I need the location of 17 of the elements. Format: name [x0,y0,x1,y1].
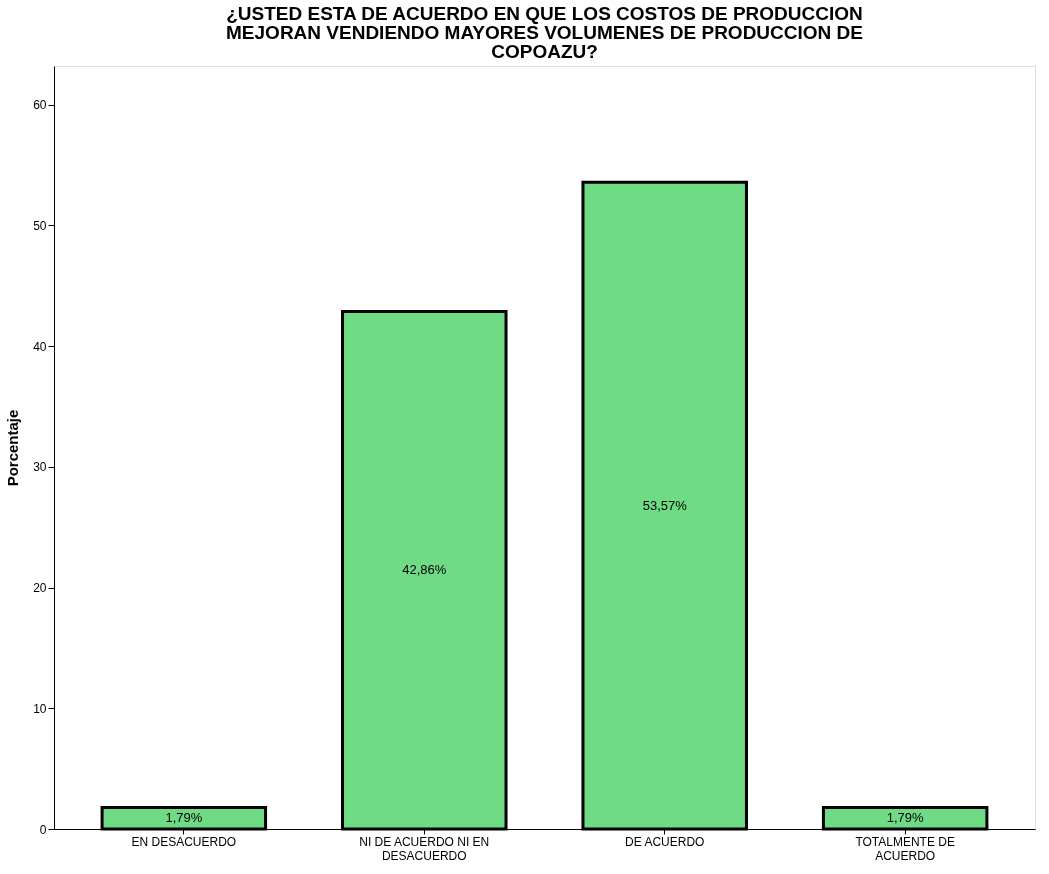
chart-title: ¿USTED ESTA DE ACUERDO EN QUE LOS COSTOS DE PRODUCCION MEJORAN VENDIENDO MAYORES VOLUMENES DE PRODUCCION DE COPOAZU? [226,3,863,62]
x-tick-label: TOTALMENTE DE ACUERDO [855,834,955,863]
data-label: 42,86% [402,562,447,578]
y-tick-label: 30 [33,460,47,475]
data-label: 1,79% [165,810,203,826]
data-label: 53,57% [642,497,688,513]
x-tick-label: NI DE ACUERDO NI EN DESACUERDO [359,834,490,863]
y-tick-label: 20 [33,581,47,596]
x-tick-label: EN DESACUERDO [131,834,237,849]
y-tick-label: 10 [33,701,47,716]
x-tick-label: DE ACUERDO [625,834,705,849]
y-tick-label: 40 [33,339,47,354]
y-tick-label: 50 [33,218,47,233]
y-tick-label: 0 [39,822,47,837]
y-axis-title: Porcentaje [4,409,22,487]
data-label: 1,79% [886,810,925,826]
y-tick-label: 60 [33,98,47,113]
